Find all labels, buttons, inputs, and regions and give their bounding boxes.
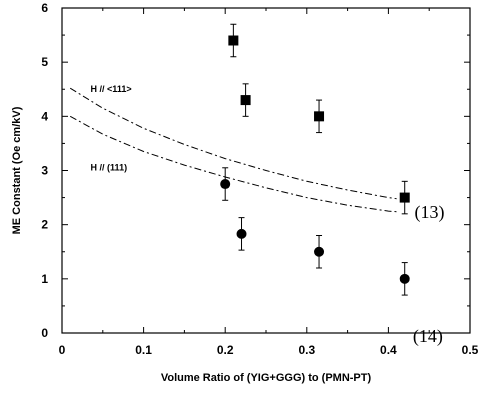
x-tick-label: 0.4 bbox=[380, 343, 397, 357]
y-tick-label: 4 bbox=[41, 109, 48, 123]
data-point-square bbox=[399, 192, 410, 203]
data-point-circle bbox=[399, 273, 410, 284]
fit-curve-1 bbox=[69, 87, 397, 200]
data-point-circle bbox=[314, 246, 325, 257]
x-tick-label: 0.1 bbox=[135, 343, 152, 357]
data-point-circle bbox=[220, 179, 231, 190]
annotation: (13) bbox=[415, 202, 445, 223]
annotation: H // (111) bbox=[91, 163, 128, 173]
y-tick-label: 3 bbox=[41, 164, 48, 178]
x-axis-title: Volume Ratio of (YIG+GGG) to (PMN-PT) bbox=[161, 372, 372, 384]
data-point-square bbox=[314, 111, 325, 122]
y-tick-label: 6 bbox=[41, 1, 48, 15]
annotation: (14) bbox=[413, 326, 443, 347]
x-tick-label: 0.3 bbox=[298, 343, 315, 357]
y-tick-label: 5 bbox=[41, 55, 48, 69]
y-tick-label: 2 bbox=[41, 218, 48, 232]
x-tick-label: 0.2 bbox=[217, 343, 234, 357]
x-tick-label: 0.5 bbox=[462, 343, 479, 357]
data-point-square bbox=[228, 35, 239, 46]
data-point-square bbox=[240, 95, 251, 106]
data-point-circle bbox=[236, 228, 247, 239]
y-axis-title: ME Constant (Oe cm/kV) bbox=[11, 106, 23, 234]
annotation: H // <111> bbox=[91, 84, 132, 94]
y-tick-label: 1 bbox=[41, 272, 48, 286]
x-tick-label: 0 bbox=[59, 343, 66, 357]
y-tick-label: 0 bbox=[41, 326, 48, 340]
